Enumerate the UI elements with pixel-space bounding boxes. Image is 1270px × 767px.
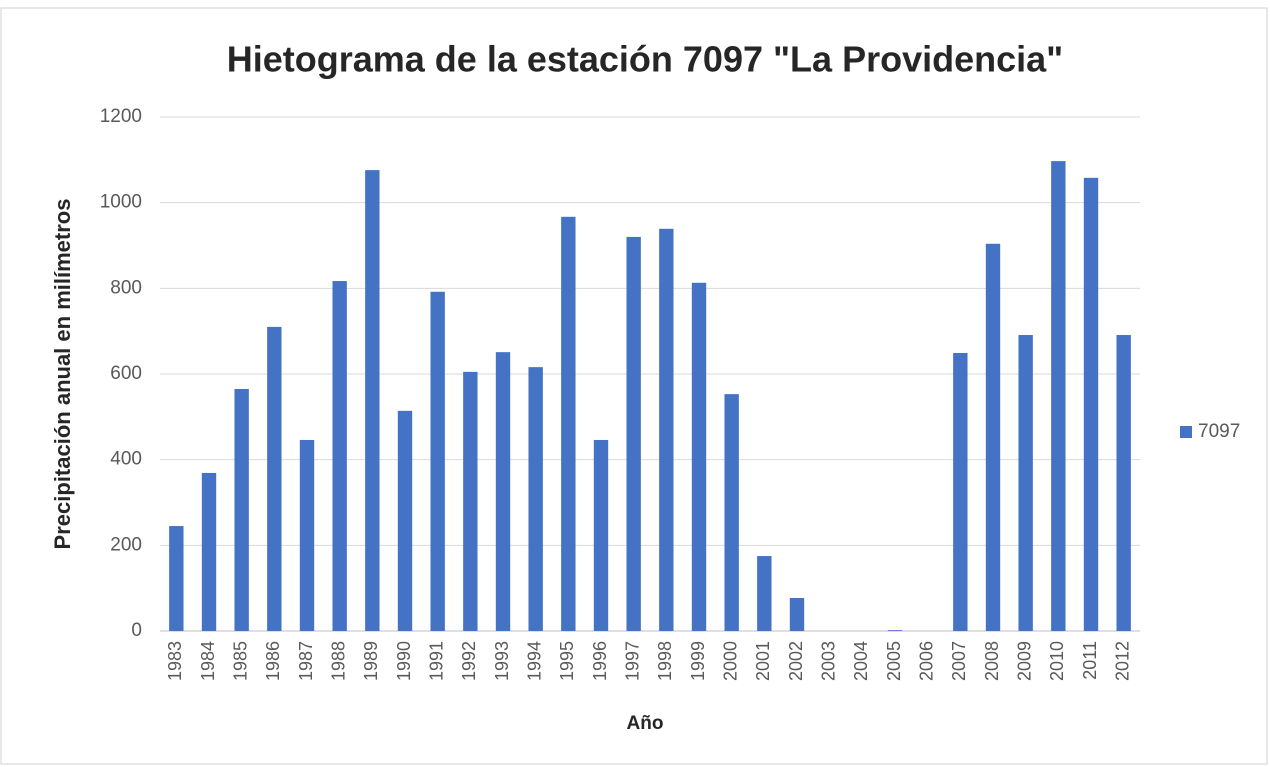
x-tick-label: 1994 bbox=[524, 641, 544, 681]
bar bbox=[724, 394, 739, 631]
x-tick-label: 1990 bbox=[394, 641, 414, 681]
bar bbox=[201, 472, 217, 631]
bar bbox=[332, 281, 347, 631]
bar bbox=[365, 170, 380, 631]
x-tick-label: 1993 bbox=[492, 641, 512, 681]
x-tick-label: 2009 bbox=[1014, 641, 1034, 681]
x-tick-label: 1985 bbox=[230, 641, 250, 681]
bar bbox=[299, 439, 315, 631]
x-tick-label: 2002 bbox=[786, 641, 806, 681]
x-tick-label: 1999 bbox=[688, 641, 708, 681]
bar bbox=[1051, 161, 1066, 631]
bar bbox=[985, 243, 1001, 631]
x-tick-label: 2004 bbox=[851, 641, 871, 681]
legend-swatch bbox=[1180, 426, 1192, 438]
x-tick-label: 1996 bbox=[590, 641, 610, 681]
x-tick-label: 1983 bbox=[165, 641, 185, 681]
x-tick-label: 1989 bbox=[361, 641, 381, 681]
x-tick-label: 1986 bbox=[263, 641, 283, 681]
y-tick-label: 600 bbox=[110, 363, 142, 384]
x-tick-label: 1984 bbox=[198, 641, 218, 681]
x-tick-label: 2008 bbox=[982, 641, 1002, 681]
x-tick-label: 2010 bbox=[1047, 641, 1067, 681]
y-tick-label: 400 bbox=[110, 449, 142, 470]
bar bbox=[234, 388, 249, 631]
x-tick-label: 2011 bbox=[1080, 641, 1100, 680]
x-axis-label: Año bbox=[627, 713, 664, 734]
x-tick-label: 2005 bbox=[884, 641, 904, 681]
y-tick-label: 200 bbox=[110, 534, 142, 555]
x-tick-label: 1997 bbox=[622, 641, 642, 681]
y-tick-label: 0 bbox=[131, 620, 142, 641]
bar bbox=[463, 371, 478, 631]
bar bbox=[593, 439, 609, 631]
bar bbox=[528, 367, 543, 631]
x-tick-label: 2007 bbox=[949, 641, 969, 681]
x-tick-label: 2012 bbox=[1112, 641, 1132, 681]
bar bbox=[397, 410, 413, 631]
bar bbox=[267, 326, 282, 631]
x-tick-label: 2006 bbox=[916, 641, 936, 681]
bar bbox=[757, 556, 772, 631]
x-tick-label: 1992 bbox=[459, 641, 479, 681]
x-tick-label: 2001 bbox=[753, 641, 773, 681]
bar bbox=[789, 598, 805, 631]
y-axis-label: Precipitación anual en milímetros bbox=[50, 199, 75, 550]
bar bbox=[495, 352, 511, 631]
legend-label: 7097 bbox=[1198, 421, 1240, 442]
y-tick-label: 1200 bbox=[100, 106, 142, 127]
bar bbox=[1116, 335, 1131, 631]
y-tick-label: 800 bbox=[110, 277, 142, 298]
x-tick-label: 1988 bbox=[328, 641, 348, 681]
bar bbox=[626, 236, 641, 631]
bar bbox=[169, 526, 184, 631]
x-tick-label: 2003 bbox=[818, 641, 838, 681]
bar bbox=[691, 282, 707, 631]
x-tick-label: 2000 bbox=[720, 641, 740, 681]
bar bbox=[430, 291, 445, 631]
chart-title: Hietograma de la estación 7097 "La Provi… bbox=[227, 39, 1063, 80]
bar bbox=[1083, 177, 1099, 631]
bar bbox=[887, 630, 903, 631]
x-tick-label: 1991 bbox=[426, 641, 446, 681]
y-tick-label: 1000 bbox=[100, 192, 142, 213]
x-tick-label: 1995 bbox=[557, 641, 577, 681]
x-tick-label: 1998 bbox=[655, 641, 675, 681]
x-tick-label: 1987 bbox=[296, 641, 316, 681]
bar bbox=[953, 353, 968, 631]
bar bbox=[561, 216, 576, 631]
bar bbox=[1018, 335, 1033, 631]
bar bbox=[659, 228, 674, 632]
